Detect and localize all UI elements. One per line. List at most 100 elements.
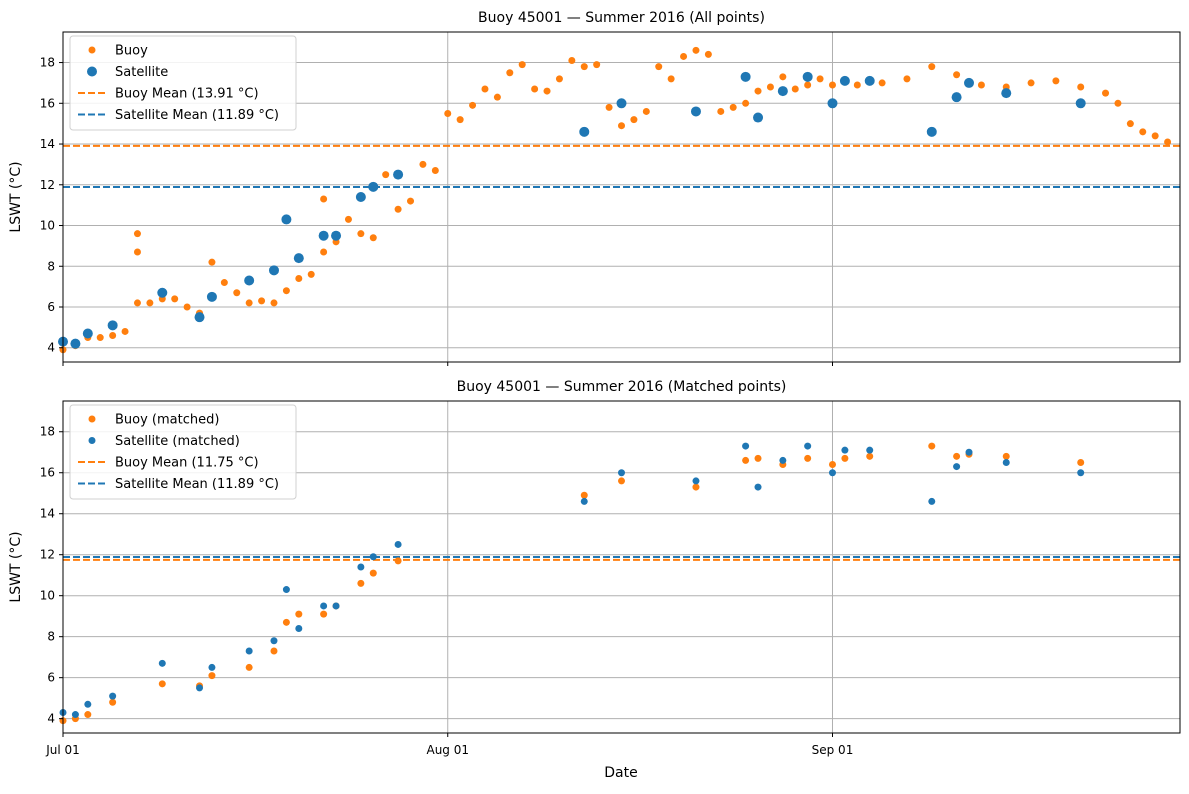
data-point: [194, 312, 205, 323]
x-tick-label: Sep 01: [812, 743, 854, 757]
y-tick-label: 16: [40, 96, 55, 110]
data-point: [580, 63, 588, 71]
data-point: [543, 87, 551, 95]
y-tick-label: 4: [47, 712, 55, 726]
data-point: [866, 446, 874, 454]
data-point: [171, 295, 179, 303]
x-tick-label: Aug 01: [426, 743, 469, 757]
data-point: [208, 258, 216, 266]
data-point: [206, 291, 217, 302]
data-point: [841, 446, 849, 454]
data-point: [245, 663, 253, 671]
data-point: [282, 618, 290, 626]
axes-frame: [62, 31, 1181, 363]
x-tick-label: Jul 01: [45, 743, 80, 757]
legend: Buoy (matched) Satellite (matched) Buoy Me…: [69, 404, 297, 500]
data-point: [295, 624, 303, 632]
data-point: [593, 61, 601, 69]
data-point: [928, 63, 936, 71]
data-point: [1151, 132, 1159, 140]
data-point: [680, 52, 688, 60]
data-point: [965, 448, 973, 456]
data-point: [953, 71, 961, 79]
legend-label: Buoy: [115, 44, 148, 59]
data-point: [355, 192, 366, 202]
data-point: [928, 442, 936, 450]
data-point: [704, 50, 712, 58]
data-point: [183, 303, 191, 311]
data-point: [753, 112, 764, 123]
legend-label: Buoy Mean (13.91 °C): [115, 87, 259, 102]
data-point: [580, 491, 588, 499]
data-point: [977, 81, 985, 89]
data-point: [866, 452, 874, 460]
data-point: [70, 338, 81, 349]
data-point: [1139, 128, 1147, 136]
legend-label: Satellite (matched): [115, 434, 240, 449]
data-point: [754, 483, 762, 491]
data-point: [777, 86, 788, 97]
y-axis-label: LSWT (°C): [8, 161, 24, 232]
data-point: [444, 109, 452, 117]
data-point: [1075, 98, 1086, 109]
data-point: [393, 169, 404, 180]
data-point: [244, 275, 255, 286]
data-point: [133, 299, 141, 307]
data-point: [804, 81, 812, 89]
data-point: [754, 87, 762, 95]
data-point: [481, 85, 489, 93]
legend-box: [69, 404, 297, 500]
legend-swatch-marker: [87, 66, 97, 77]
data-point: [754, 454, 762, 462]
data-point: [158, 659, 166, 667]
legend-label: Buoy (matched): [115, 413, 219, 428]
data-point: [1001, 88, 1012, 99]
data-point: [109, 698, 117, 706]
y-tick-label: 18: [40, 56, 55, 70]
data-point: [245, 647, 253, 655]
data-point: [84, 711, 92, 719]
data-point: [1027, 79, 1035, 87]
data-point: [270, 299, 278, 307]
data-point: [295, 274, 303, 282]
y-tick-label: 10: [40, 589, 55, 603]
data-point: [841, 454, 849, 462]
legend-label: Buoy Mean (11.75 °C): [115, 456, 259, 471]
data-point: [928, 497, 936, 505]
data-point: [642, 107, 650, 115]
data-point: [233, 289, 241, 297]
data-point: [344, 215, 352, 223]
data-point: [121, 327, 129, 335]
data-point: [394, 557, 402, 565]
data-point: [295, 610, 303, 618]
data-point: [307, 270, 315, 278]
data-point: [655, 63, 663, 71]
y-tick-label: 12: [40, 548, 55, 562]
data-point: [394, 540, 402, 548]
data-point: [320, 195, 328, 203]
data-point: [369, 569, 377, 577]
data-point: [804, 454, 812, 462]
data-point: [357, 563, 365, 571]
chart-title: Buoy 45001 — Summer 2016 (All points): [478, 10, 765, 26]
y-tick-label: 14: [40, 507, 55, 521]
legend-label: Satellite Mean (11.89 °C): [115, 477, 279, 492]
data-point: [742, 442, 750, 450]
data-point: [133, 230, 141, 238]
legend-label: Satellite: [115, 65, 168, 80]
data-point: [605, 103, 613, 111]
data-point: [357, 230, 365, 238]
y-tick-label: 4: [47, 341, 55, 355]
data-point: [318, 230, 329, 241]
data-point: [667, 75, 675, 83]
data-point: [158, 680, 166, 688]
data-point: [878, 79, 886, 87]
data-point: [903, 75, 911, 83]
data-point: [1164, 138, 1172, 146]
data-point: [618, 122, 625, 130]
data-point: [270, 647, 278, 655]
data-point: [779, 73, 787, 81]
data-point: [618, 477, 625, 485]
